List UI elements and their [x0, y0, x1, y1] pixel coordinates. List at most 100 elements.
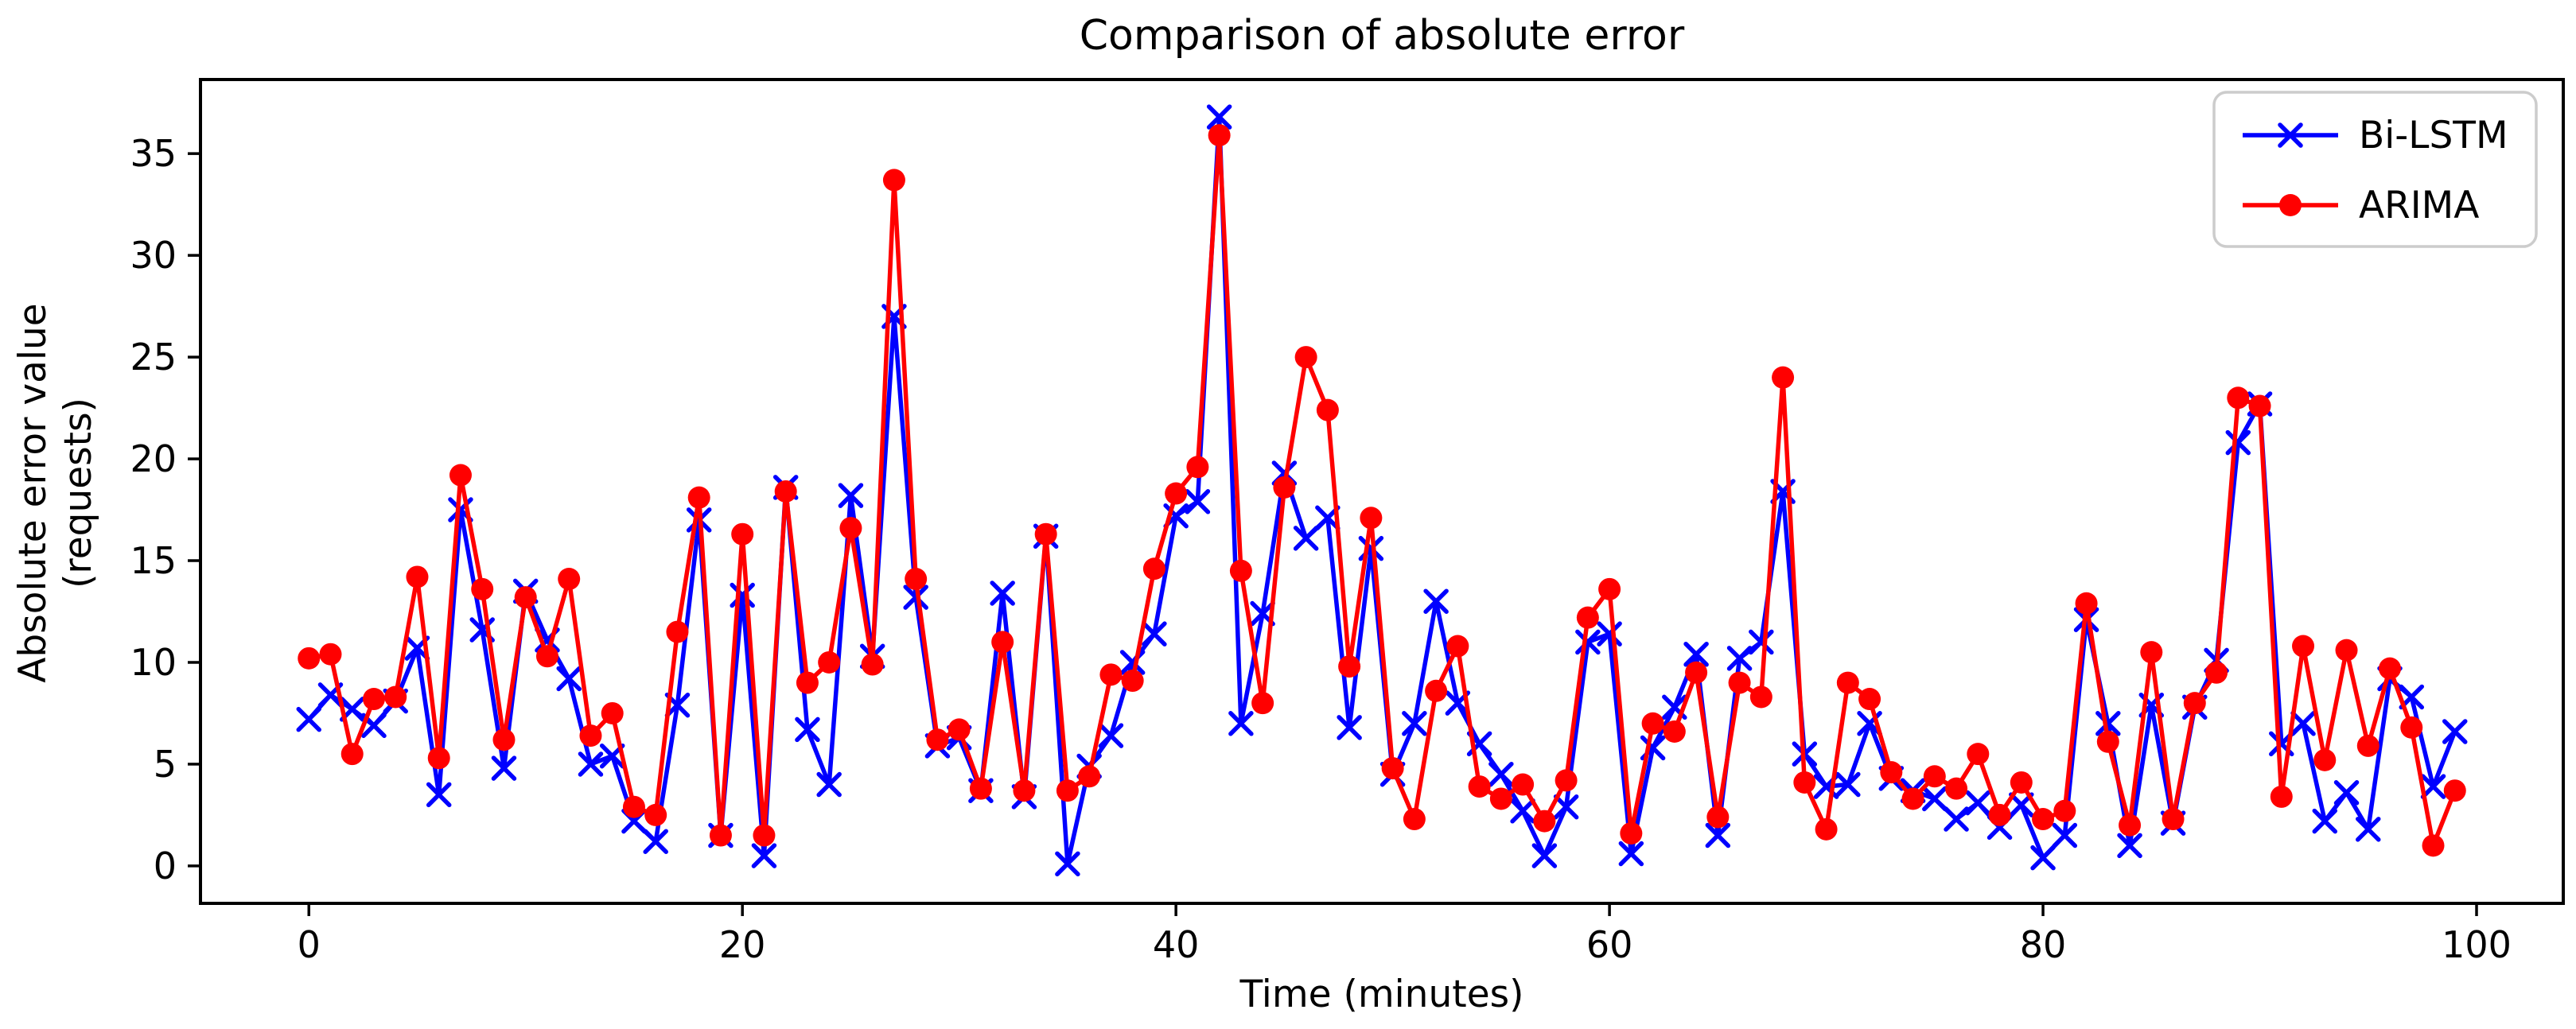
data-point-x [1726, 646, 1753, 671]
data-point-circle [1121, 670, 1144, 693]
data-point-x [1705, 822, 1731, 848]
data-point-circle [2053, 799, 2076, 822]
y-tick-label: 5 [154, 743, 177, 786]
data-point-circle [2379, 657, 2402, 680]
x-tick-label: 0 [298, 923, 321, 966]
data-point-circle [535, 645, 558, 668]
data-point-circle [1403, 808, 1426, 831]
data-point-circle [2010, 771, 2033, 794]
data-point-circle [2292, 635, 2315, 658]
data-point-x [296, 706, 321, 732]
data-point-circle [1706, 806, 1730, 829]
data-point-circle [905, 568, 928, 591]
y-axis-label: Absolute error value (requests) [11, 303, 100, 682]
data-point-circle [1880, 761, 1903, 784]
x-tick-label: 60 [1586, 923, 1633, 966]
data-point-x [1683, 641, 1709, 667]
data-point-circle [2119, 813, 2142, 837]
data-point-circle [298, 647, 321, 670]
x-axis: 0 20 40 60 80 100 [298, 903, 2512, 966]
y-tick-label: 10 [130, 641, 177, 684]
data-point-circle [1251, 692, 1274, 715]
data-point-circle [1663, 720, 1686, 743]
data-point-circle [2422, 834, 2445, 857]
data-point-circle [969, 777, 992, 800]
legend-label: Bi-LSTM [2359, 114, 2508, 157]
data-point-x [556, 666, 582, 692]
data-point-circle [796, 671, 819, 694]
data-point-x [1228, 711, 1254, 736]
x-tick-label: 80 [2020, 923, 2067, 966]
plot-border [199, 78, 2565, 905]
data-point-x [795, 716, 820, 743]
data-point-circle [579, 724, 602, 747]
data-point-x [816, 771, 842, 798]
data-point-circle [2356, 734, 2379, 757]
data-point-x [990, 581, 1015, 606]
data-point-x [1055, 851, 1080, 877]
data-point-circle [2096, 730, 2119, 753]
data-point-circle [1620, 821, 1643, 845]
y-tick-label: 0 [154, 845, 177, 887]
data-point-circle [1945, 777, 1968, 800]
data-point-circle [1901, 787, 1924, 810]
data-point-circle [1099, 663, 1123, 686]
data-point-circle [1685, 661, 1708, 684]
data-point-circle [1468, 775, 1491, 798]
data-point-circle [709, 824, 732, 847]
data-point-x [1142, 621, 1167, 647]
data-point-x [2290, 711, 2316, 736]
data-point-circle [1165, 482, 1188, 505]
data-point-circle [1208, 124, 1231, 147]
data-point-circle [2075, 592, 2098, 615]
data-point-circle [1273, 476, 1296, 499]
data-point-x [2052, 822, 2078, 848]
data-point-x [1553, 794, 1579, 820]
data-point-circle [991, 631, 1014, 654]
data-point-x [578, 751, 604, 777]
data-point-circle [2313, 748, 2337, 771]
data-point-circle [340, 743, 364, 766]
x-axis-label: Time (minutes) [1239, 973, 1524, 1016]
data-point-circle [2443, 779, 2466, 802]
data-point-circle [666, 620, 689, 643]
data-point-circle [2400, 716, 2423, 739]
data-point-circle [1360, 507, 1383, 530]
data-point-circle [882, 169, 905, 192]
data-point-x [1337, 715, 1362, 740]
data-point-circle [839, 517, 862, 540]
data-point-circle [1186, 456, 1209, 479]
data-point-x [1510, 798, 1535, 824]
plot-area: 0 20 40 60 80 100 0 5 10 15 20 25 30 35 Bi-LSTM ARIMA [130, 78, 2565, 966]
legend-item-bi-lstm: Bi-LSTM [2243, 114, 2508, 157]
data-point-circle [687, 486, 710, 509]
data-point-x [1922, 786, 1948, 812]
data-point-circle [1381, 757, 1404, 780]
data-point-x [1618, 841, 1644, 867]
x-tick-label: 40 [1153, 923, 1200, 966]
legend-label: ARIMA [2359, 184, 2479, 227]
data-point-x [1575, 629, 1601, 655]
data-point-circle [492, 728, 516, 751]
data-point-x [643, 829, 668, 854]
series-line [308, 133, 2457, 848]
data-point-x [1098, 723, 1124, 748]
data-point-circle [384, 685, 407, 709]
data-point-x [1749, 629, 1774, 655]
data-point-x [2333, 780, 2360, 806]
data-point-circle [1988, 803, 2011, 826]
data-point-circle [1815, 817, 1838, 841]
data-point-circle [2140, 641, 2163, 664]
data-point-x [2225, 429, 2251, 456]
y-tick-label: 25 [130, 336, 177, 379]
data-point-circle [1923, 765, 1946, 788]
data-point-circle [1489, 787, 1512, 810]
data-point-circle [948, 718, 971, 741]
data-point-x [903, 584, 928, 610]
data-point-circle [2183, 692, 2206, 715]
data-point-circle [1728, 671, 1751, 694]
data-point-circle [1858, 688, 1881, 711]
data-point-x [838, 483, 864, 508]
legend-marker-x [2278, 122, 2303, 148]
